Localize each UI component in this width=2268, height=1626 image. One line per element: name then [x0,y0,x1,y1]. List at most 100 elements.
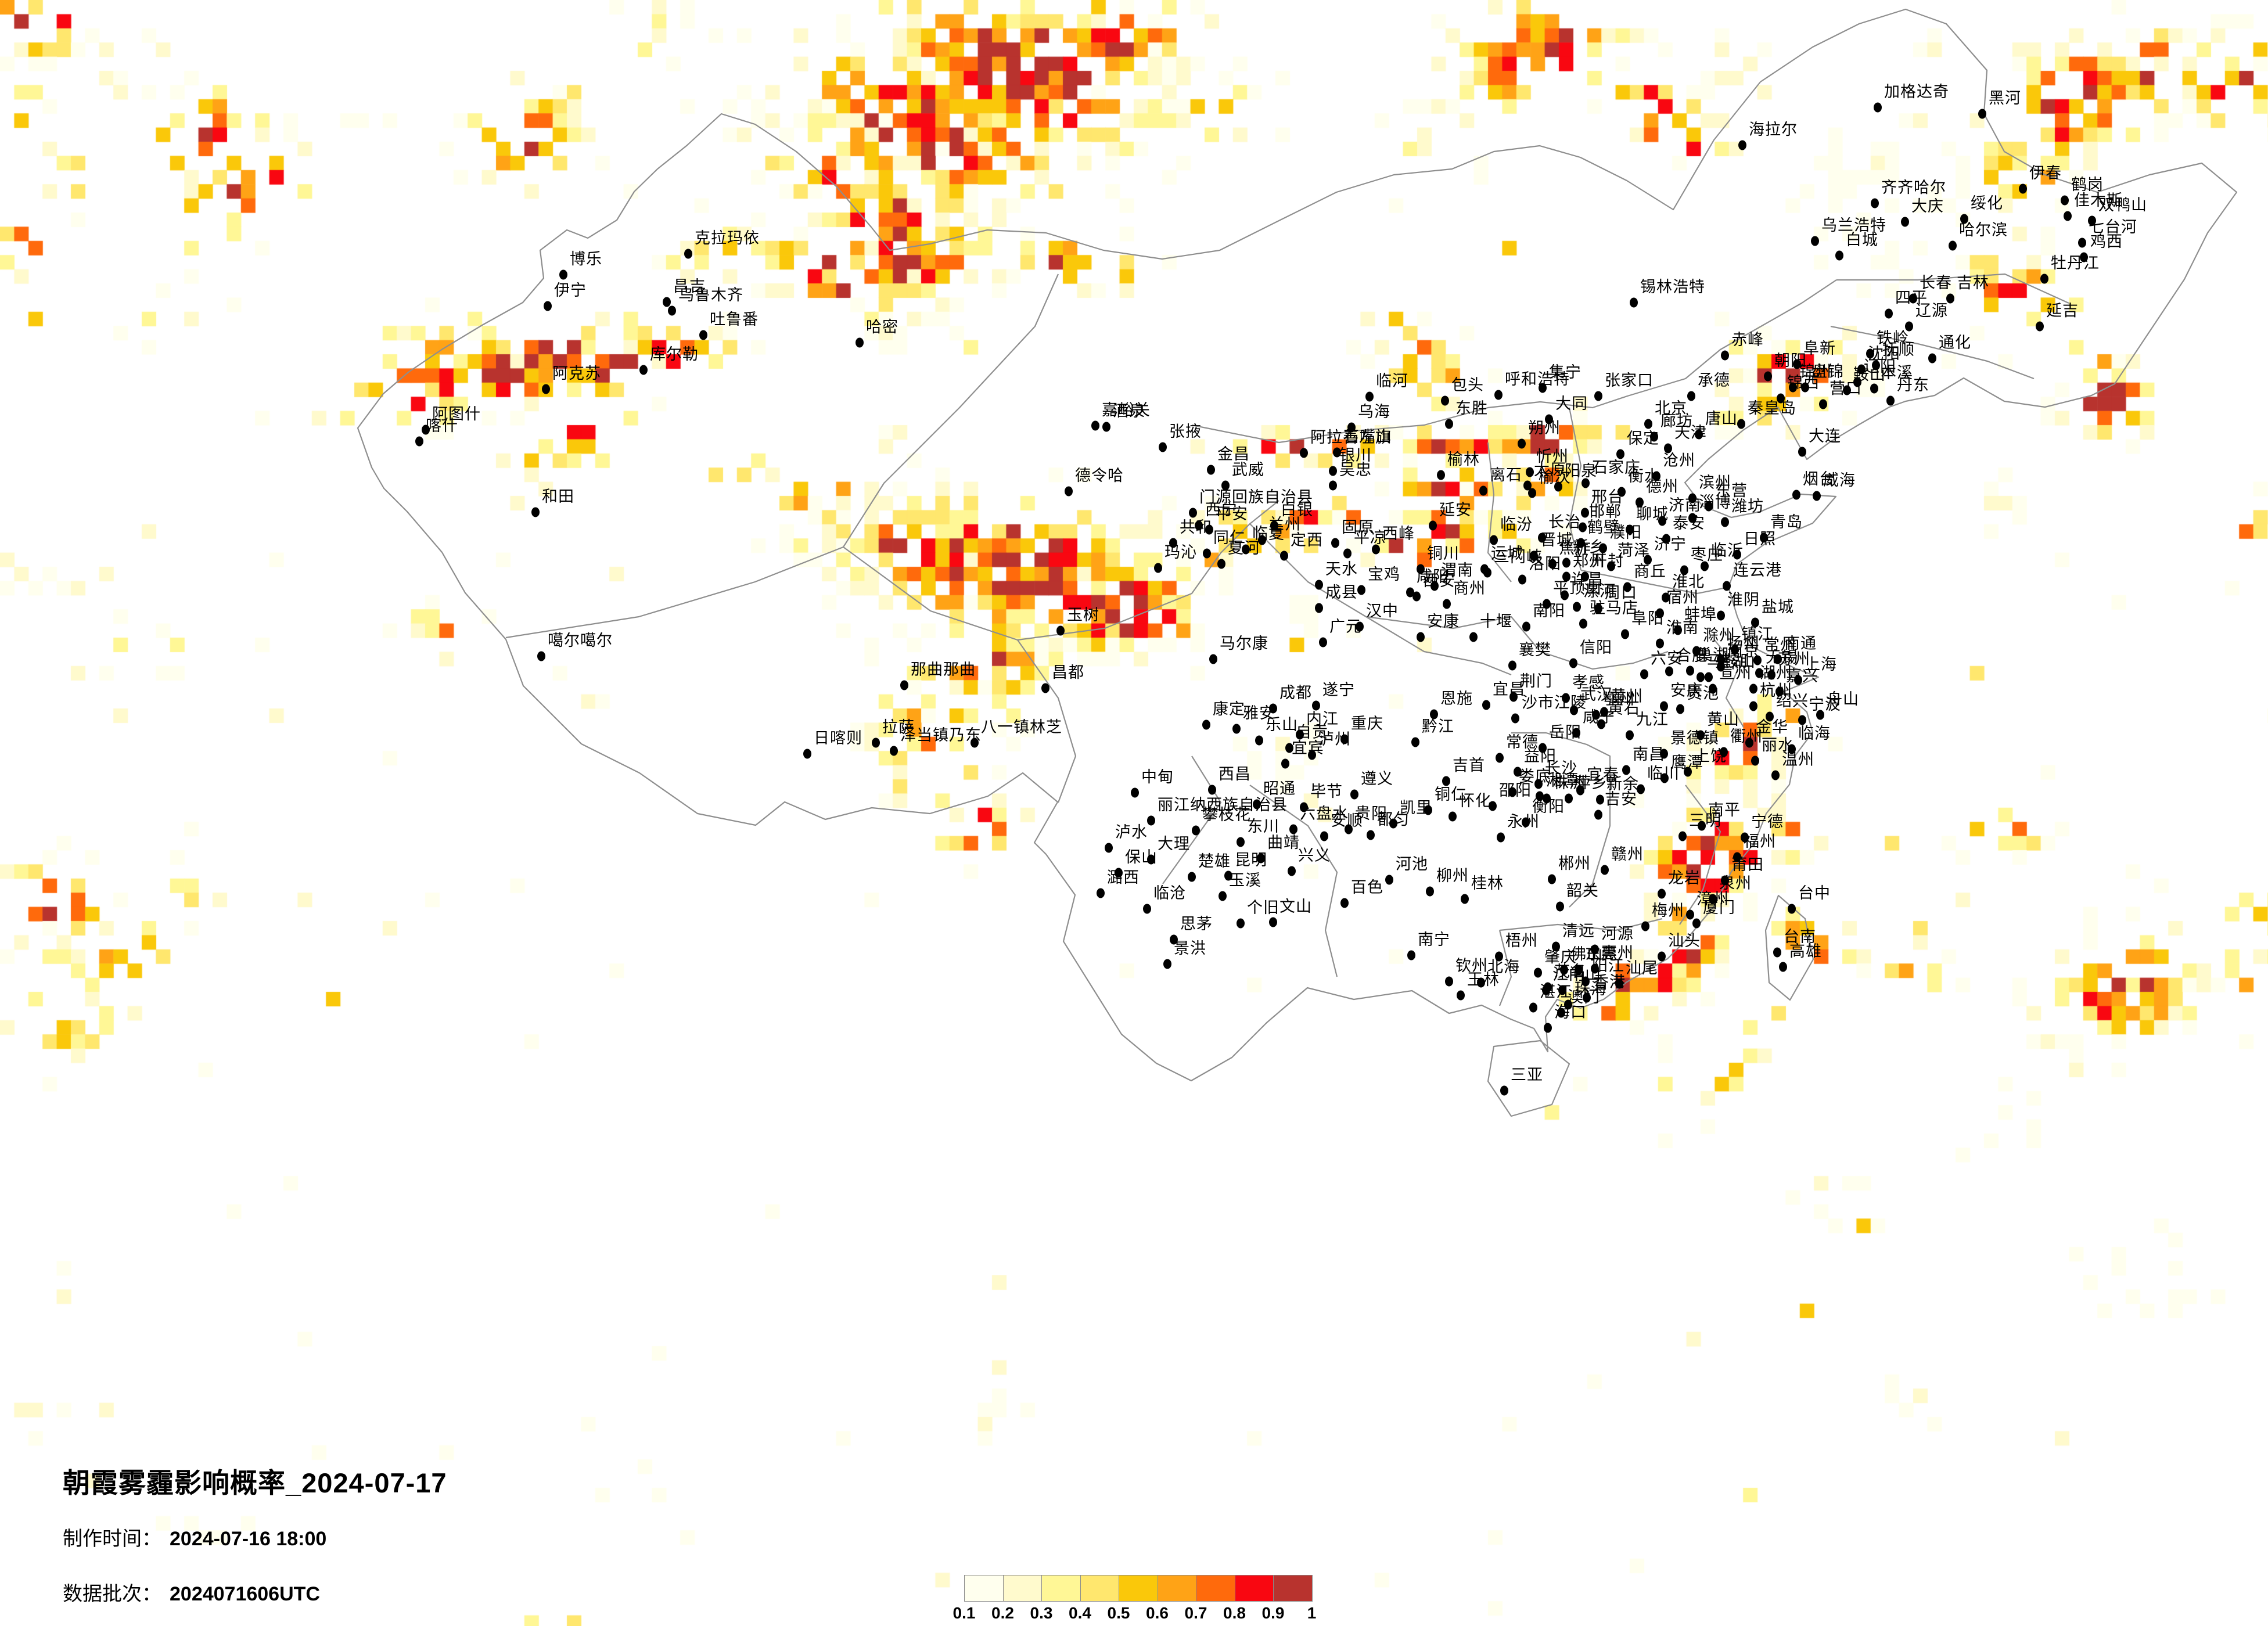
city-label: 黄州 [1611,688,1643,705]
city-dot [1320,831,1328,841]
city-label: 信阳 [1580,639,1612,656]
city-dot [1115,868,1123,878]
city-label: 安康 [1427,613,1460,630]
city-label: 南昌 [1633,746,1665,763]
city-label: 锦西 [1787,374,1820,391]
city-dot [1885,308,1893,319]
city-dot [1905,321,1913,332]
city-label: 佳木斯 [2074,192,2123,209]
city-dot [1582,478,1590,488]
city-label: 白城 [1846,231,1878,249]
city-label: 漯河 [1583,582,1616,600]
city-dot [1737,419,1745,429]
city-label: 桂林 [1471,875,1504,892]
city-dot [2061,195,2069,206]
legend-tick-label: 0.5 [1107,1604,1130,1622]
city-dot [1329,480,1337,491]
city-label: 共和 [1180,519,1212,536]
city-label: 阜阳 [1631,610,1664,627]
city-dot [1660,701,1668,711]
city-dot [422,425,430,435]
city-dot [1445,419,1453,429]
city-label: 博乐 [570,250,602,268]
city-dot [1886,395,1895,406]
city-dot [1217,559,1225,569]
city-dot [1389,818,1397,829]
city-label: 玛沁 [1164,544,1197,561]
city-label: 德州 [1646,478,1678,495]
city-dot [1949,240,1957,251]
city-label: 贵阳 [1355,805,1388,822]
city-label: 南平 [1708,801,1741,819]
province-border [1249,785,1338,977]
province-border [1499,918,1663,931]
city-dot [1203,548,1211,559]
city-label: 渭南 [1441,562,1473,579]
city-dot [1686,909,1694,920]
city-dot [1591,944,1599,955]
city-dot [1801,382,1809,393]
city-label: 阿克苏 [552,365,601,382]
city-label: 毕节 [1310,783,1343,800]
city-dot [1131,787,1139,798]
city-dot [1599,543,1607,553]
city-label: 安庆 [1670,682,1703,699]
city-dot [1385,875,1393,885]
city-label: 伊宁 [554,282,587,299]
city-label: 厦门 [1703,899,1735,916]
city-label: 台中 [1798,884,1831,902]
city-label: 四平 [1895,289,1928,307]
city-label: 咸宁 [1583,708,1615,726]
city-dot [1417,632,1425,642]
city-label: 昌吉 [673,278,706,295]
city-dot [1688,513,1696,523]
city-label: 新余 [1606,775,1639,793]
city-dot [1591,963,1599,974]
province-border [505,274,1059,639]
city-dot [1365,391,1374,402]
city-dot [639,365,648,375]
city-label: 兴义 [1298,847,1331,864]
city-dot [1960,214,1968,224]
city-dot [1811,236,1819,246]
city-dot [1219,891,1227,901]
city-label: 北海 [1487,958,1520,976]
city-dot [1562,693,1570,703]
city-dot [1407,950,1415,961]
city-dot [1601,865,1609,875]
city-dot [1717,654,1725,664]
city-dot [1870,383,1878,394]
city-label: 七台河 [2089,218,2137,236]
city-dot [1874,102,1882,113]
city-dot [1794,675,1802,685]
province-border [1249,523,1541,652]
province-border [1498,930,1512,1006]
island-outline [1764,894,1814,1001]
city-dot [1901,217,1909,227]
city-dot [559,269,567,280]
city-label: 六安 [1651,650,1683,667]
city-label: 海口 [1554,1003,1587,1021]
province-border [1511,732,1611,908]
city-label: 噶尔噶尔 [548,632,613,649]
city-dot [1909,293,1917,304]
city-label: 昌都 [1052,664,1084,681]
city-dot [1548,874,1556,884]
city-label: 东胜 [1455,400,1488,417]
city-label: 石嘴山 [1343,428,1392,445]
city-dot [1269,917,1277,927]
city-label: 郴州 [1558,855,1591,872]
city-dot [1607,561,1615,571]
city-label: 承德 [1698,372,1730,389]
city-dot [1665,666,1673,677]
city-label: 张家口 [1605,372,1654,389]
legend-swatch [1041,1575,1081,1602]
city-dot [1658,951,1666,962]
city-dot [1331,538,1339,548]
city-dot [1496,753,1504,763]
city-label: 吉安 [1605,790,1637,808]
city-label: 龙岩 [1668,869,1701,887]
city-label: 淄博 [1699,494,1731,511]
city-label: 许昌 [1571,571,1604,588]
city-dot [890,746,898,756]
